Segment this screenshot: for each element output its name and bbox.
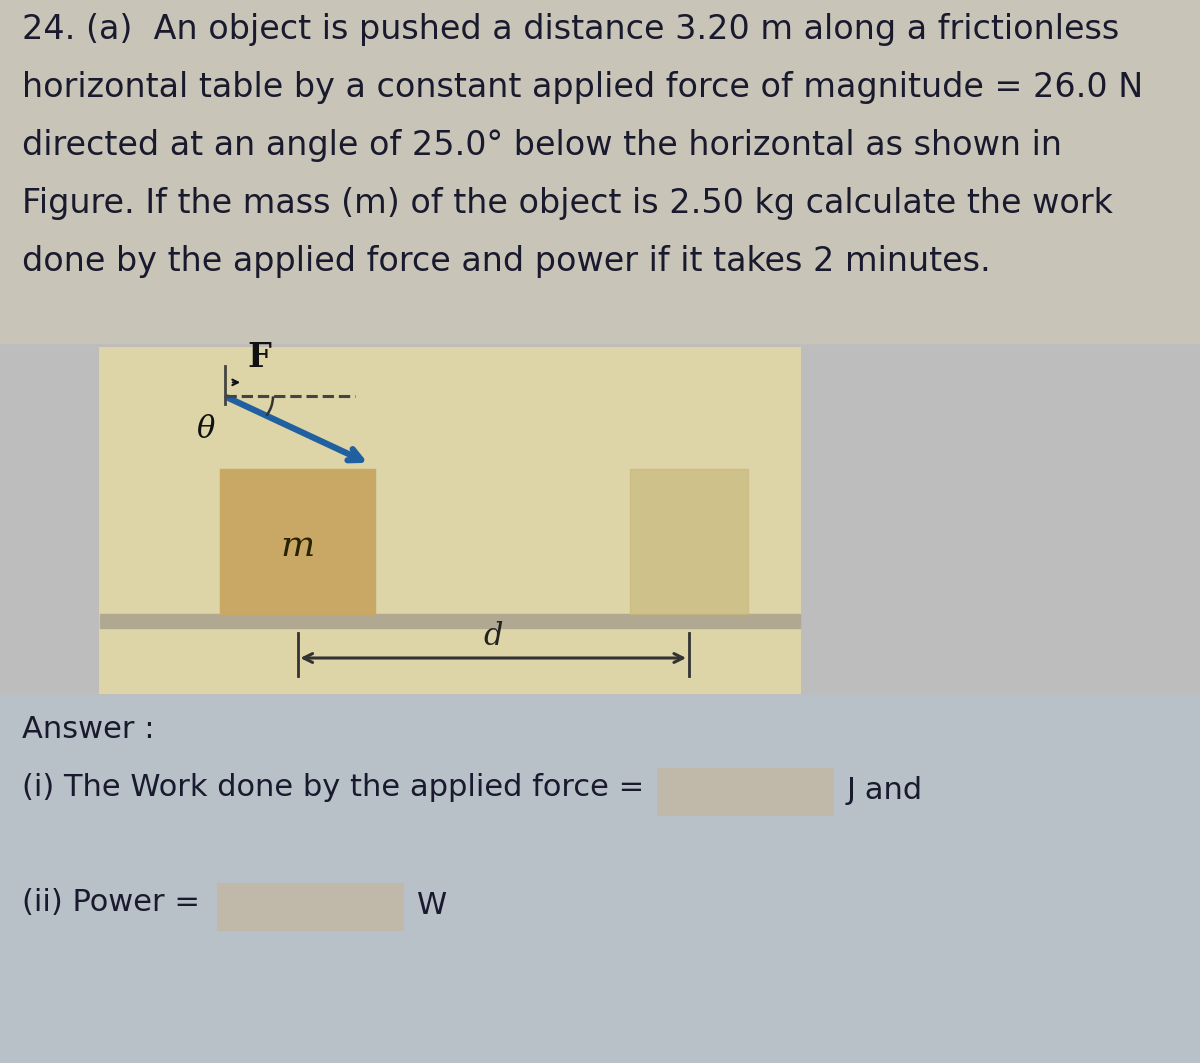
Text: F: F xyxy=(247,341,271,374)
Text: J and: J and xyxy=(847,776,923,805)
Text: d: d xyxy=(484,621,503,652)
Bar xyxy=(220,469,374,614)
Bar xyxy=(100,614,800,628)
Text: 24. (a)  An object is pushed a distance 3.20 m along a frictionless: 24. (a) An object is pushed a distance 3… xyxy=(22,13,1120,46)
Text: (ii) Power =: (ii) Power = xyxy=(22,888,200,917)
Text: Answer :: Answer : xyxy=(22,715,155,744)
Text: horizontal table by a constant applied force of magnitude = 26.0 N: horizontal table by a constant applied f… xyxy=(22,71,1144,104)
Bar xyxy=(218,884,403,930)
Bar xyxy=(630,469,748,614)
Bar xyxy=(0,695,1200,1063)
Text: directed at an angle of 25.0° below the horizontal as shown in: directed at an angle of 25.0° below the … xyxy=(22,129,1062,162)
Bar xyxy=(100,348,800,693)
Text: W: W xyxy=(418,891,448,919)
Text: θ: θ xyxy=(197,415,215,445)
Text: m: m xyxy=(281,529,314,563)
Bar xyxy=(0,0,1200,343)
Text: Figure. If the mass (m) of the object is 2.50 kg calculate the work: Figure. If the mass (m) of the object is… xyxy=(22,187,1112,220)
Text: (i) The Work done by the applied force =: (i) The Work done by the applied force = xyxy=(22,773,644,802)
Bar xyxy=(658,769,833,815)
Text: done by the applied force and power if it takes 2 minutes.: done by the applied force and power if i… xyxy=(22,244,991,279)
